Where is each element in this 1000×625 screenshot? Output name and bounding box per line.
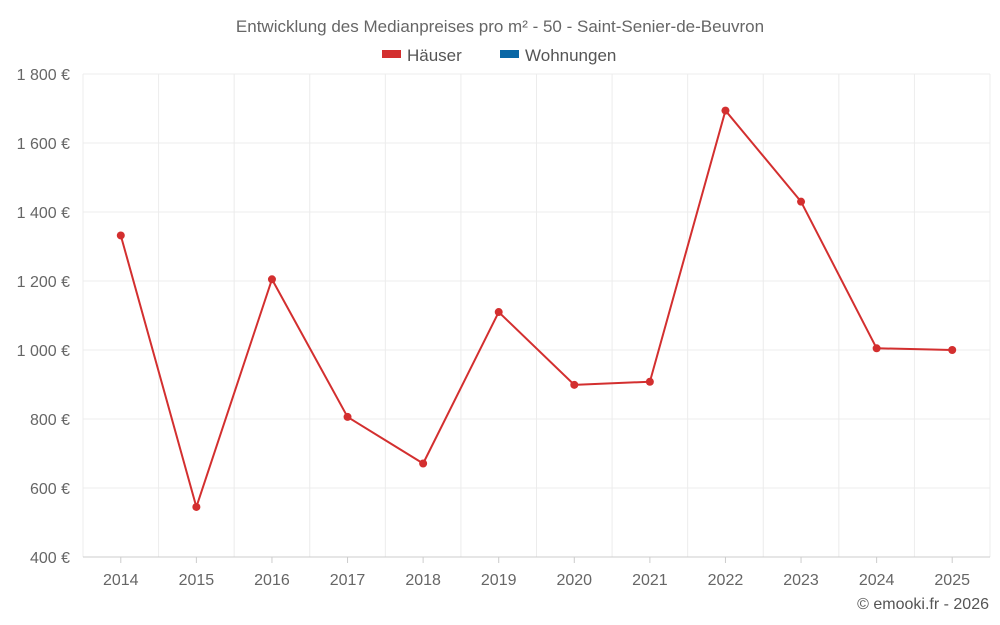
x-tick-label: 2025 <box>934 572 970 589</box>
legend-label: Wohnungen <box>525 46 616 65</box>
x-tick-label: 2022 <box>708 572 744 589</box>
y-tick-label: 600 € <box>30 481 70 498</box>
data-point <box>948 346 957 354</box>
data-point <box>343 412 352 421</box>
grid <box>82 73 991 557</box>
data-point <box>721 106 730 115</box>
x-tick-label: 2016 <box>254 572 290 589</box>
y-tick-label: 1 800 € <box>17 67 70 84</box>
data-point <box>570 380 579 389</box>
y-tick-label: 800 € <box>30 412 70 429</box>
data-point <box>116 231 125 240</box>
x-tick-label: 2017 <box>330 572 366 589</box>
x-tick-label: 2021 <box>632 572 668 589</box>
data-point <box>419 459 428 468</box>
data-point <box>192 502 201 511</box>
x-tick-label: 2014 <box>103 572 139 589</box>
data-point <box>267 275 276 284</box>
legend: Häuser Wohnungen <box>382 46 616 65</box>
x-tick-label: 2020 <box>556 572 592 589</box>
x-tick-label: 2019 <box>481 572 517 589</box>
series-layer <box>116 106 957 511</box>
chart-title: Entwicklung des Medianpreises pro m² - 5… <box>236 17 764 36</box>
data-point <box>494 308 503 317</box>
x-tick-label: 2018 <box>405 572 441 589</box>
y-tick-label: 1 400 € <box>17 205 70 222</box>
x-tick-label: 2023 <box>783 572 819 589</box>
y-tick-label: 400 € <box>30 550 70 567</box>
legend-label: Häuser <box>407 46 462 65</box>
y-tick-label: 1 200 € <box>17 274 70 291</box>
y-tick-label: 1 000 € <box>17 343 70 360</box>
legend-swatch-häuser <box>382 50 401 58</box>
data-point <box>872 344 881 353</box>
x-tick-label: 2015 <box>179 572 215 589</box>
x-axis: 2014 2015 2016 2017 2018 2019 2020 2021 2022 2023… <box>83 556 990 589</box>
data-point <box>645 377 654 386</box>
x-tick-label: 2024 <box>859 572 895 589</box>
series-line-häuser <box>119 109 953 508</box>
y-axis: 400 € 600 € 800 € 1 000 € 1 200 € 1 400 € 1 60… <box>17 67 70 567</box>
y-tick-label: 1 600 € <box>17 136 70 153</box>
credit-text: © emooki.fr - 2026 <box>857 596 989 613</box>
data-point <box>797 197 806 206</box>
legend-swatch-wohnungen <box>500 50 519 58</box>
